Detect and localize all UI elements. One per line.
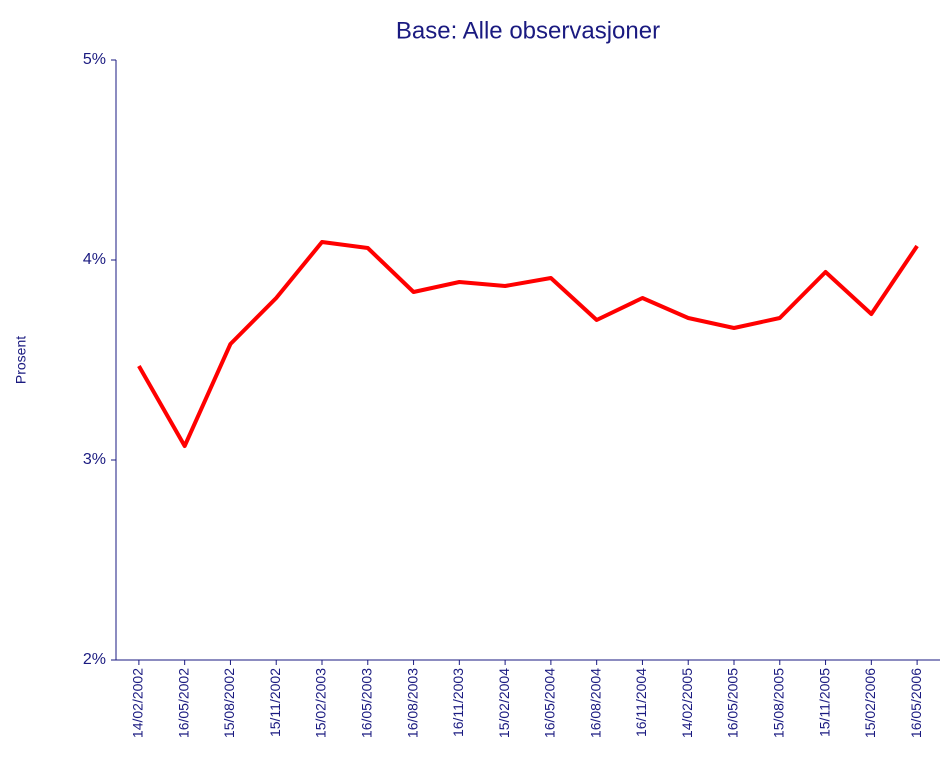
x-tick-label: 15/02/2004 [496,668,512,738]
x-tick-label: 16/05/2004 [542,668,558,738]
x-tick-label: 16/08/2004 [587,668,603,738]
x-tick-label: 16/11/2004 [633,668,649,737]
x-tick-label: 16/05/2003 [358,668,374,738]
x-tick-label: 15/11/2005 [816,668,832,737]
x-tick-label: 15/08/2005 [770,668,786,738]
x-tick-label: 16/08/2003 [404,668,420,738]
y-tick-label: 5% [83,51,106,68]
x-tick-label: 16/05/2006 [908,668,924,738]
data-line [137,240,919,448]
x-tick-label: 14/02/2002 [130,668,146,738]
x-tick-label: 15/02/2006 [862,668,878,738]
y-tick-label: 2% [83,651,106,668]
x-tick-label: 16/05/2005 [725,668,741,738]
x-tick-label: 15/11/2002 [267,668,283,737]
y-tick-label: 3% [83,451,106,468]
x-tick-label: 16/11/2003 [450,668,466,737]
y-axis-label: Prosent [13,336,29,384]
x-tick-label: 15/08/2002 [221,668,237,738]
x-tick-label: 16/05/2002 [175,668,191,738]
x-tick-label: 15/02/2003 [313,668,329,738]
y-tick-label: 4% [83,251,106,268]
chart-title: Base: Alle observasjoner [396,17,660,44]
x-tick-label: 14/02/2005 [679,668,695,738]
